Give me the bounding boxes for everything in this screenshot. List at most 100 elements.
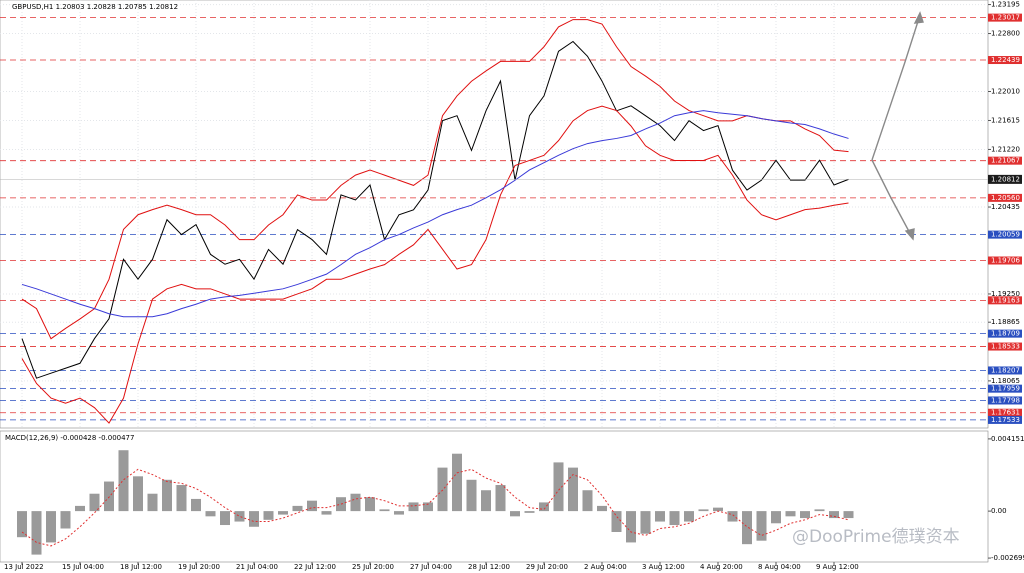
x-tick-label: 9 Aug 12:00 [816,563,859,571]
macd-bar [466,479,477,512]
y-tick-label: 1.21220 [991,145,1020,153]
macd-bar [263,511,274,520]
level-label: 1.17959 [991,385,1020,393]
macd-bar [437,467,448,512]
x-tick-label: 22 Jul 12:00 [294,563,336,571]
y-tick-label: 0.004151 [991,435,1024,443]
x-tick-label: 15 Jul 04:00 [62,563,104,571]
level-label: 1.18709 [991,330,1020,338]
projection-arrows [871,11,924,241]
x-tick-label: 21 Jul 04:00 [236,563,278,571]
arrow-down [871,159,913,238]
macd-bar [249,511,259,527]
macd-bar [771,511,781,524]
y-tick-label: 1.23195 [991,1,1020,9]
macd-bar [611,511,622,532]
macd-bar [524,511,535,513]
y-tick-label: -0.002699 [991,554,1024,562]
macd-bar [553,462,564,512]
last-price-label: 1.20812 [991,175,1020,183]
x-tick-label: 25 Jul 20:00 [352,563,394,571]
level-label-box [988,296,1022,305]
level-label: 1.17631 [991,409,1020,417]
series-line [21,19,849,340]
x-tick-label: 18 Jul 12:00 [120,563,162,571]
macd-bar [336,497,346,512]
watermark: @DooPrime德璞资本 [792,527,960,547]
macd-bar [176,485,187,512]
level-label: 1.21067 [991,157,1020,165]
macd-bar [234,511,245,522]
macd-bar [669,511,680,526]
level-label: 1.19163 [991,296,1020,304]
macd-bar [684,511,694,522]
macd-bar [17,511,27,538]
macd-bar [626,511,636,543]
macd-bar [118,450,129,512]
level-label: 1.17533 [991,416,1020,424]
x-tick-label: 13 Jul 2022 [4,563,44,571]
macd-bar [46,511,56,543]
macd-bar [640,511,651,534]
level-label-box [988,366,1022,375]
macd-bar [394,511,404,515]
macd-bar [597,505,607,512]
macd-bar [510,511,520,517]
level-label: 1.20059 [991,231,1020,239]
macd-bar [582,490,593,512]
macd-bar [655,511,665,522]
macd-bar [89,493,100,512]
y-tick-label: 1.18065 [991,377,1020,385]
macd-bar [321,511,332,515]
macd-bar [379,509,390,512]
y-tick-label: 1.20435 [991,203,1020,211]
level-label-box [988,13,1022,22]
level-label-box [988,408,1022,417]
macd-bar [191,498,201,512]
x-tick-label: 2 Aug 04:00 [584,563,627,571]
level-label-box [988,156,1022,165]
macd-bar [220,511,230,526]
y-tick-label: 1.22800 [991,30,1020,38]
y-tick-label: 1.18865 [991,318,1020,326]
macd-bar [205,511,216,517]
level-label-box [988,56,1022,65]
series-line [21,110,849,318]
arrowhead [913,11,924,24]
macd-bar [104,481,114,512]
macd-bar [408,502,419,512]
macd-bar [133,476,143,512]
macd-bar [75,505,85,512]
level-label-box [988,230,1022,239]
macd-bar [350,493,361,512]
series-line [21,105,849,424]
macd-bar [365,497,375,512]
macd-bar [452,453,462,512]
x-tick-label: 8 Aug 04:00 [758,563,801,571]
level-label-box [988,396,1022,405]
macd-bar [742,511,752,545]
level-label-box [988,384,1022,393]
macd-bar [727,511,738,522]
x-tick-label: 4 Aug 20:00 [700,563,743,571]
x-tick-label: 19 Jul 20:00 [178,563,220,571]
last-price-box [988,174,1022,184]
arrow-up [871,14,921,161]
macd-bar [843,511,854,519]
macd-bar [785,511,796,517]
macd-title: MACD(12,26,9) -0.000428 -0.000477 [5,434,134,442]
y-tick-label: 0.00 [991,507,1007,515]
level-label: 1.19706 [991,257,1020,265]
macd-bar [481,490,491,512]
y-tick-label: 1.22010 [991,87,1020,95]
macd-bar [713,507,723,512]
macd-bar [568,467,578,512]
y-tick-label: 1.19250 [991,290,1020,298]
macd-bar [423,502,433,512]
level-label: 1.23017 [991,14,1020,22]
macd-bar [162,479,172,512]
macd-bar [800,511,810,519]
level-label: 1.17798 [991,396,1020,404]
